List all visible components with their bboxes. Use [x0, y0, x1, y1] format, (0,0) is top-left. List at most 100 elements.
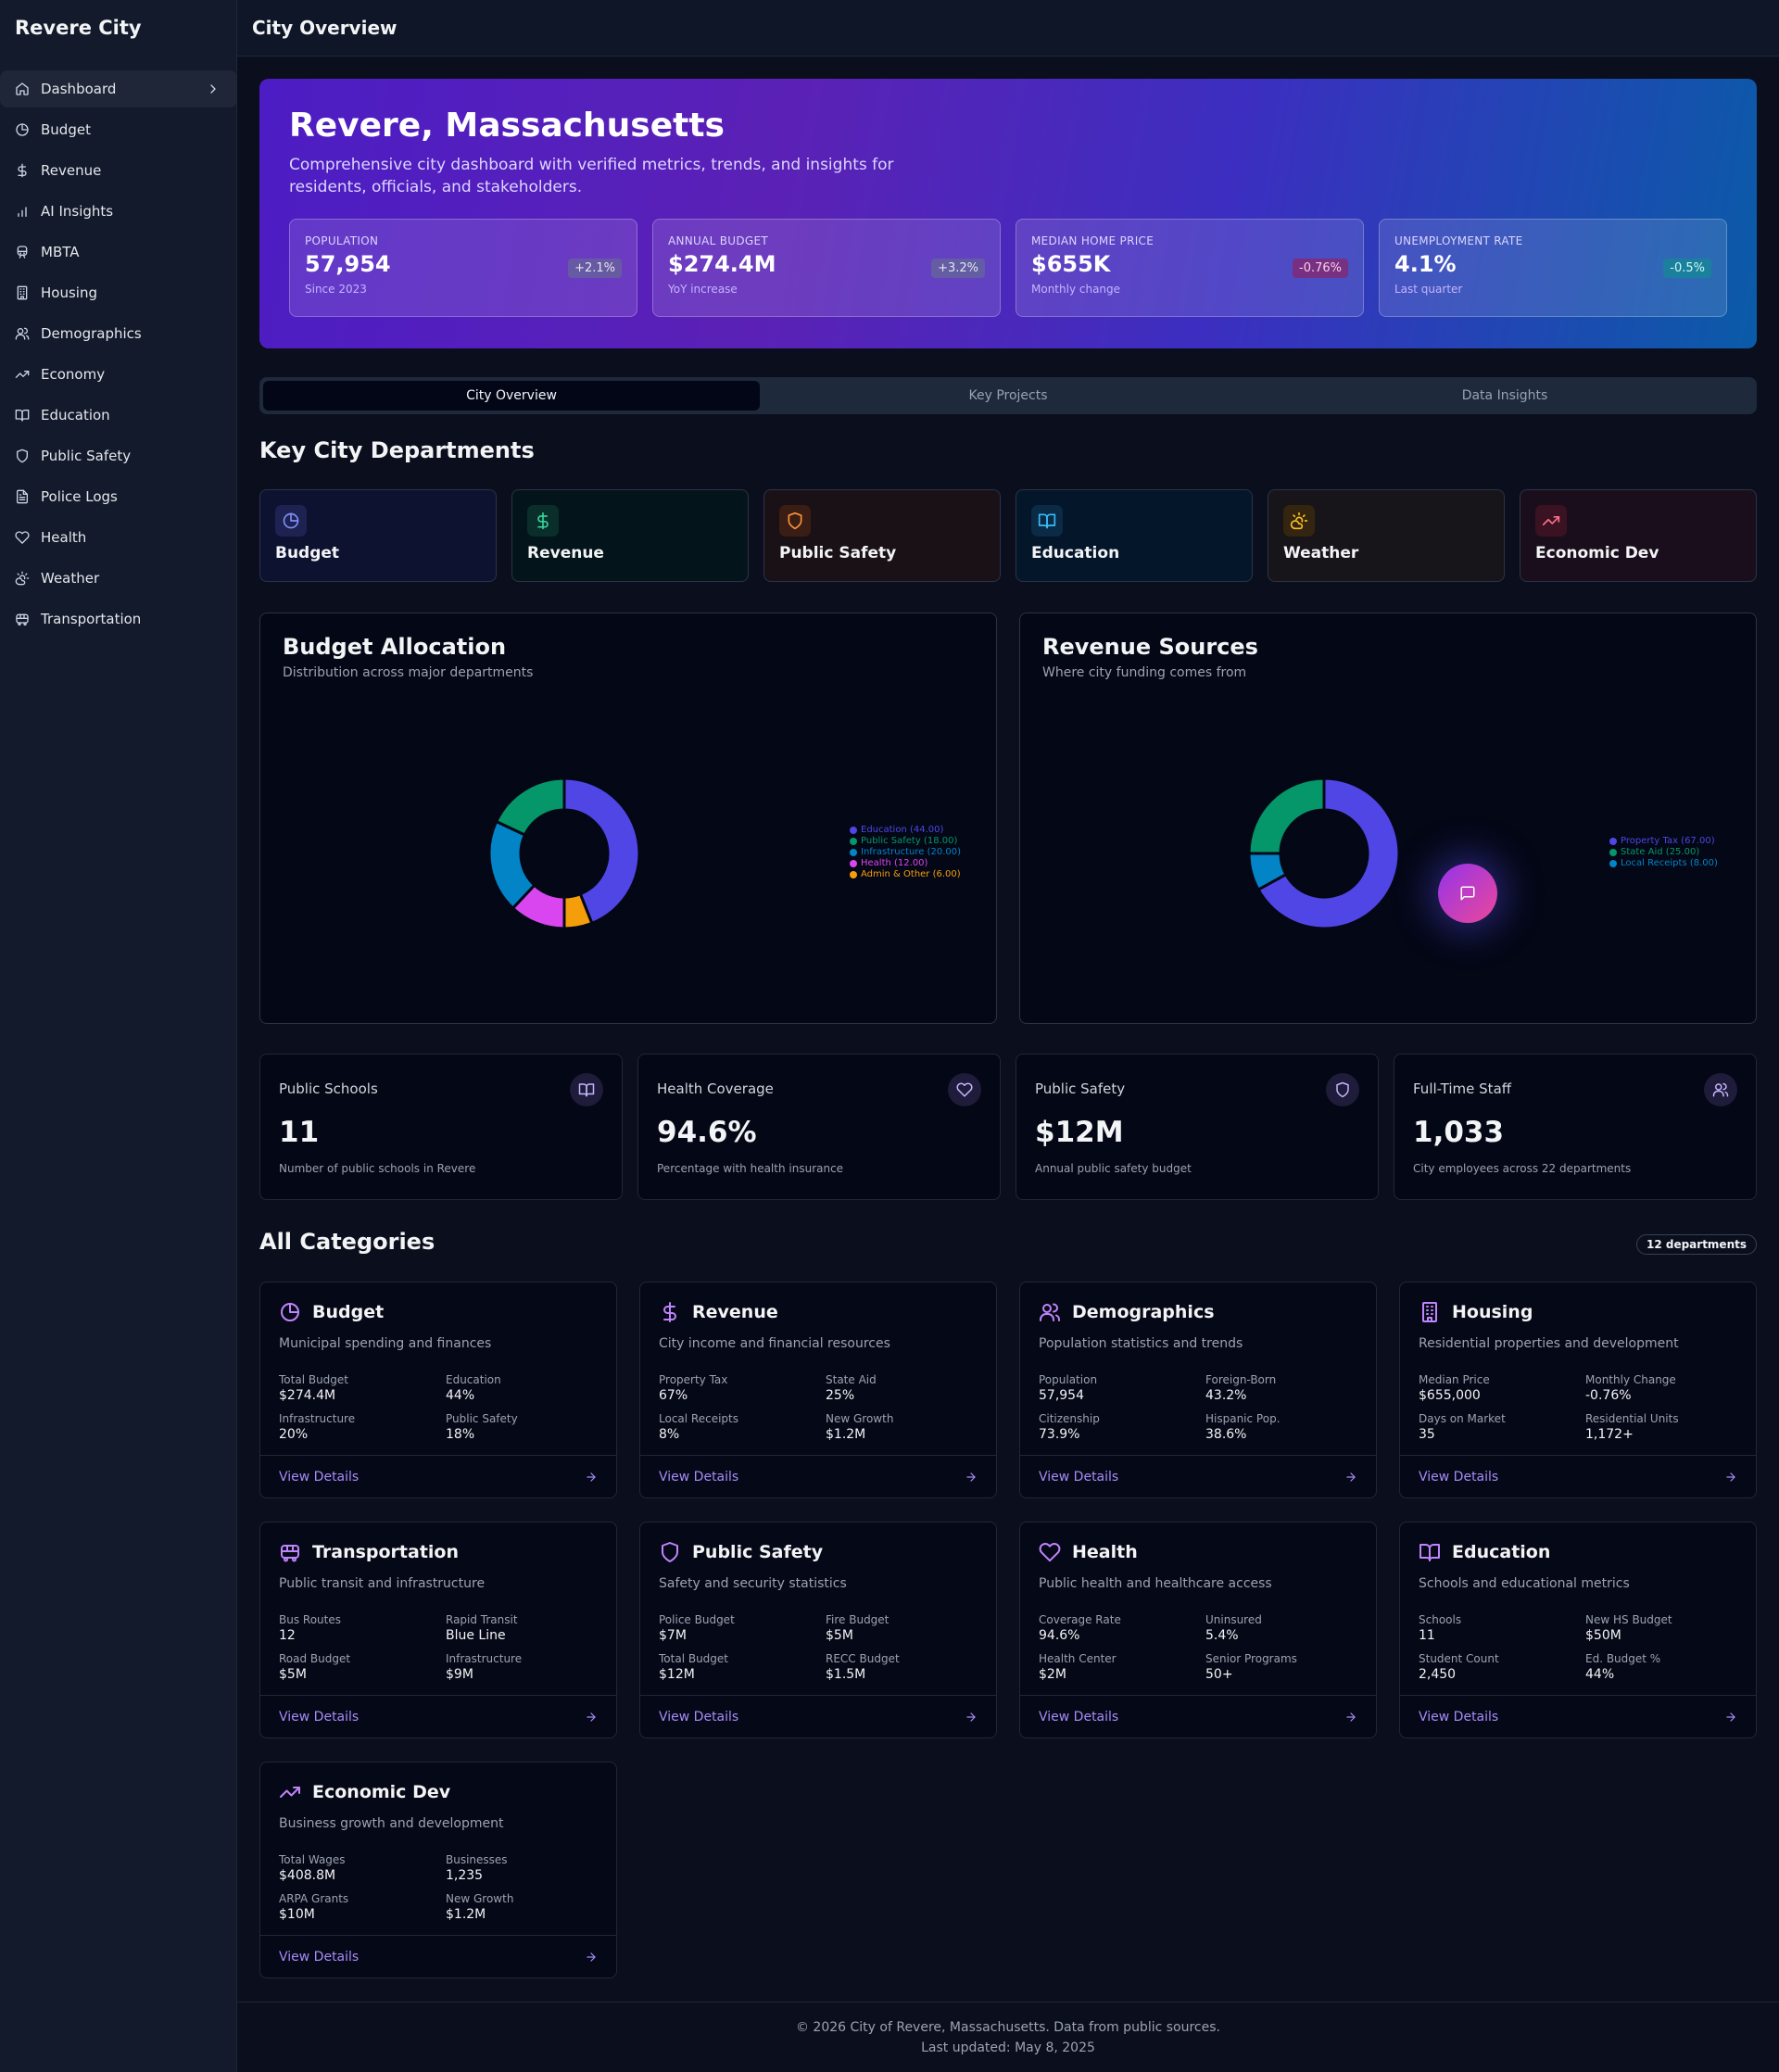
stat-value: $5M	[826, 1628, 853, 1643]
metric-icon-badge	[948, 1073, 981, 1106]
stat-value: 8%	[659, 1427, 680, 1442]
view-details-link[interactable]: View Details	[1020, 1455, 1376, 1497]
legend-item[interactable]: Property Tax (67.00)	[1609, 836, 1718, 847]
footer-updated: Last updated: May 8, 2025	[921, 2040, 1095, 2055]
legend-item[interactable]: Infrastructure (20.00)	[850, 847, 961, 858]
sidebar-item-health[interactable]: Health	[0, 519, 237, 556]
legend-item[interactable]: Admin & Other (6.00)	[850, 869, 961, 880]
category-stats: Total Wages $408.8M Businesses 1,235 ARPA Gr…	[279, 1853, 612, 1922]
slice-state-aid[interactable]	[1247, 777, 1326, 855]
sidebar-item-label: Weather	[41, 570, 100, 587]
heart-icon	[956, 1081, 973, 1098]
department-name: Education	[1031, 544, 1120, 562]
tab-data-insights[interactable]: Data Insights	[1461, 388, 1548, 403]
stat-label: Health Center	[1039, 1652, 1117, 1665]
department-card-revenue[interactable]: Revenue	[511, 489, 749, 582]
trending-up-icon	[1542, 512, 1560, 530]
revenue-legend: Property Tax (67.00) State Aid (25.00) Loc…	[1609, 836, 1718, 869]
metric-title: Public Schools	[279, 1080, 378, 1097]
department-card-public-safety[interactable]: Public Safety	[763, 489, 1001, 582]
category-title: Transportation	[312, 1542, 460, 1562]
brand-logo[interactable]: Revere City	[15, 17, 142, 39]
view-details-link[interactable]: View Details	[1400, 1455, 1756, 1497]
legend-item[interactable]: State Aid (25.00)	[1609, 847, 1718, 858]
stat-value: $1.2M	[826, 1427, 866, 1442]
stat-label: ARPA Grants	[279, 1892, 349, 1905]
view-details-link[interactable]: View Details	[640, 1455, 996, 1497]
stat-label: Total Budget	[279, 1373, 348, 1386]
department-icon-badge	[779, 505, 811, 537]
sidebar-item-economy[interactable]: Economy	[0, 356, 237, 393]
department-card-education[interactable]: Education	[1016, 489, 1253, 582]
category-title: Public Safety	[692, 1542, 824, 1562]
sidebar-item-ai-insights[interactable]: AI Insights	[0, 193, 237, 230]
hero-subtitle: Comprehensive city dashboard with verifi…	[289, 156, 894, 196]
category-stat: Rapid Transit Blue Line	[446, 1613, 612, 1643]
sidebar-item-weather[interactable]: Weather	[0, 560, 237, 597]
sidebar-item-label: Economy	[41, 366, 106, 383]
view-details-link[interactable]: View Details	[260, 1455, 616, 1497]
category-stat: Residential Units 1,172+	[1585, 1412, 1752, 1442]
sidebar-item-demographics[interactable]: Demographics	[0, 315, 237, 352]
sidebar-item-budget[interactable]: Budget	[0, 111, 237, 148]
legend-item[interactable]: Health (12.00)	[850, 858, 961, 869]
view-details-link[interactable]: View Details	[260, 1695, 616, 1737]
stat-value: 44%	[1585, 1667, 1615, 1682]
category-description: Public health and healthcare access	[1039, 1576, 1272, 1591]
sidebar-item-mbta[interactable]: MBTA	[0, 234, 237, 271]
sidebar-item-dashboard[interactable]: Dashboard	[0, 70, 237, 107]
slice-property-tax[interactable]	[1255, 777, 1401, 930]
stat-label: Infrastructure	[446, 1652, 523, 1665]
sidebar-item-police-logs[interactable]: Police Logs	[0, 478, 237, 515]
sidebar-item-revenue[interactable]: Revenue	[0, 152, 237, 189]
category-stat: Total Budget $274.4M	[279, 1373, 446, 1403]
building-icon	[15, 285, 30, 300]
category-header: Health	[1039, 1541, 1138, 1563]
stat-card-median-home-price: MEDIAN HOME PRICE $655K Monthly change -0.7…	[1016, 219, 1364, 317]
stat-value: 57,954	[305, 251, 391, 277]
sidebar-item-education[interactable]: Education	[0, 397, 237, 434]
legend-label: Admin & Other (6.00)	[861, 869, 961, 879]
tab-city-overview[interactable]: City Overview	[263, 381, 760, 411]
stat-label: Businesses	[446, 1853, 508, 1866]
view-details-link[interactable]: View Details	[1400, 1695, 1756, 1737]
arrow-right-icon	[1724, 1471, 1737, 1484]
arrow-right-icon	[585, 1951, 598, 1964]
stat-label: Infrastructure	[279, 1412, 356, 1425]
view-details-link[interactable]: View Details	[1020, 1695, 1376, 1737]
view-details-link[interactable]: View Details	[260, 1935, 616, 1977]
sidebar-item-public-safety[interactable]: Public Safety	[0, 437, 237, 474]
legend-label: Health (12.00)	[861, 858, 928, 868]
department-icon-badge	[1283, 505, 1315, 537]
department-card-economic-dev[interactable]: Economic Dev	[1520, 489, 1757, 582]
stat-label: Senior Programs	[1205, 1652, 1297, 1665]
metric-value: 11	[279, 1116, 320, 1149]
legend-item[interactable]: Local Receipts (8.00)	[1609, 858, 1718, 869]
stat-label: Total Budget	[659, 1652, 728, 1665]
metric-description: Percentage with health insurance	[657, 1162, 844, 1175]
sidebar-item-transportation[interactable]: Transportation	[0, 600, 237, 638]
metric-card-full-time-staff: Full-Time Staff 1,033 City employees acros…	[1394, 1054, 1757, 1200]
category-title: Education	[1452, 1542, 1551, 1562]
stat-label: Ed. Budget %	[1585, 1652, 1661, 1665]
legend-item[interactable]: Public Safety (18.00)	[850, 836, 961, 847]
slice-education[interactable]	[562, 777, 641, 926]
chat-assistant-button[interactable]	[1438, 864, 1497, 923]
metric-title: Health Coverage	[657, 1080, 774, 1097]
building-icon	[1419, 1301, 1441, 1323]
department-card-budget[interactable]: Budget	[259, 489, 497, 582]
category-stat: Citizenship 73.9%	[1039, 1412, 1205, 1442]
tab-key-projects[interactable]: Key Projects	[968, 388, 1048, 403]
legend-item[interactable]: Education (44.00)	[850, 825, 961, 836]
sidebar-item-housing[interactable]: Housing	[0, 274, 237, 311]
stat-label: RECC Budget	[826, 1652, 900, 1665]
trending-up-icon	[15, 367, 30, 382]
sidebar-item-label: Health	[41, 529, 87, 546]
department-card-weather[interactable]: Weather	[1268, 489, 1505, 582]
category-title: Demographics	[1072, 1302, 1215, 1322]
slice-public-safety[interactable]	[494, 777, 566, 837]
view-details-link[interactable]: View Details	[640, 1695, 996, 1737]
stat-card-population: POPULATION 57,954 Since 2023 +2.1%	[289, 219, 637, 317]
stat-label: Uninsured	[1205, 1613, 1262, 1626]
bus-icon	[15, 612, 30, 626]
